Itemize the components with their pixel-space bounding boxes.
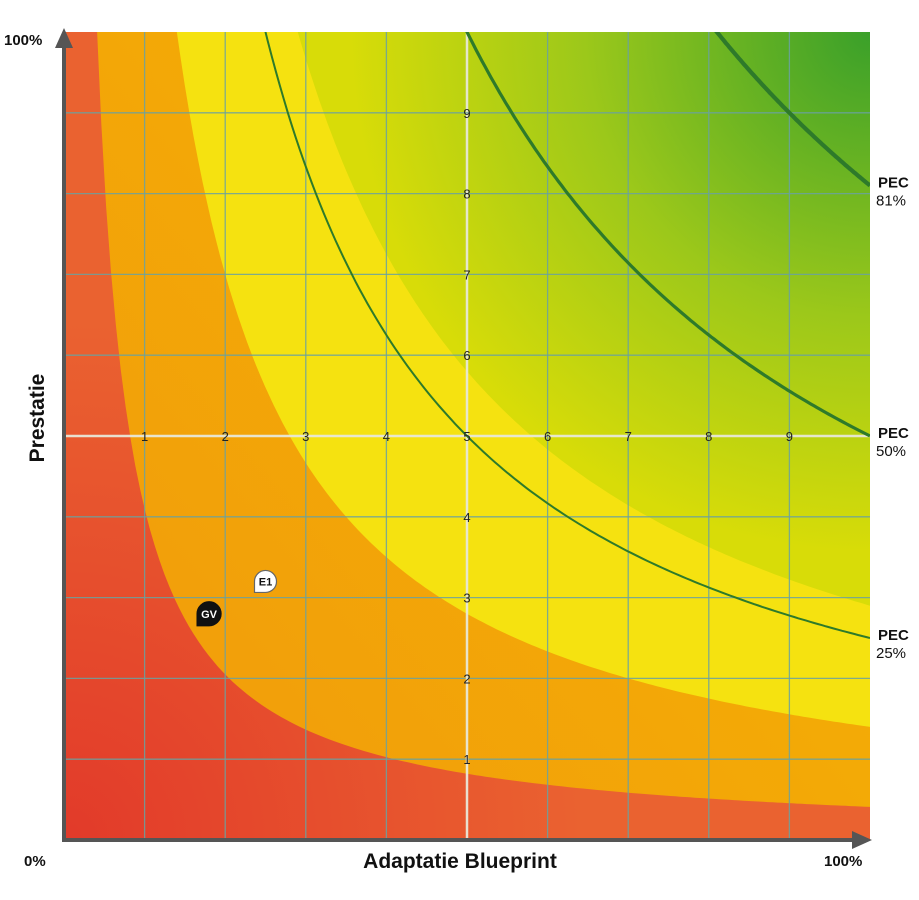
axis-min-label: 0% xyxy=(24,853,46,870)
zone-green xyxy=(297,32,870,606)
point-marker xyxy=(196,601,222,627)
x-tick-label: 9 xyxy=(786,429,793,444)
point-gv[interactable]: GV xyxy=(196,601,222,627)
pec-label-name: PEC xyxy=(878,425,909,442)
x-tick-label: 6 xyxy=(544,429,551,444)
y-tick-label: 2 xyxy=(463,671,470,686)
x-tick-label: 5 xyxy=(463,429,470,444)
point-label: E1 xyxy=(259,576,272,588)
x-tick-label: 2 xyxy=(222,429,229,444)
x-tick-label: 4 xyxy=(383,429,390,444)
y-axis-arrow xyxy=(55,28,73,48)
x-axis-title: Adaptatie Blueprint xyxy=(363,850,557,873)
pec-label-name: PEC xyxy=(878,175,909,192)
pec-curve-50 xyxy=(465,32,870,438)
pec-label-value: 25% xyxy=(876,645,906,662)
y-axis-title: Prestatie xyxy=(26,374,49,463)
x-tick-label: 8 xyxy=(705,429,712,444)
axes xyxy=(55,28,872,849)
pec-label-value: 81% xyxy=(876,193,906,210)
pec-curves xyxy=(264,32,870,639)
y-tick-label: 6 xyxy=(463,348,470,363)
y-max-label: 100% xyxy=(4,32,42,49)
data-points: GV E1 xyxy=(196,569,278,627)
x-tick-label: 7 xyxy=(625,429,632,444)
y-tick-label: 8 xyxy=(463,187,470,202)
y-tick-label: 3 xyxy=(463,591,470,606)
y-tick-label: 9 xyxy=(463,106,470,121)
x-tick-label: 3 xyxy=(302,429,309,444)
y-tick-label: 7 xyxy=(463,267,470,282)
pec-curve-81 xyxy=(714,32,870,188)
x-axis-arrow xyxy=(852,831,872,849)
point-marker xyxy=(253,569,278,594)
x-max-label: 100% xyxy=(824,853,862,870)
pec-label-name: PEC xyxy=(878,627,909,644)
point-label: GV xyxy=(201,609,218,621)
y-tick-label: 4 xyxy=(463,510,470,525)
tick-labels: 1 2 3 4 5 6 7 8 9 1 2 3 4 6 7 8 9 xyxy=(141,106,793,767)
pec-label-value: 50% xyxy=(876,443,906,460)
point-e1[interactable]: E1 xyxy=(253,569,278,594)
pec-curve-25 xyxy=(264,32,870,639)
x-tick-label: 1 xyxy=(141,429,148,444)
y-tick-label: 1 xyxy=(463,752,470,767)
